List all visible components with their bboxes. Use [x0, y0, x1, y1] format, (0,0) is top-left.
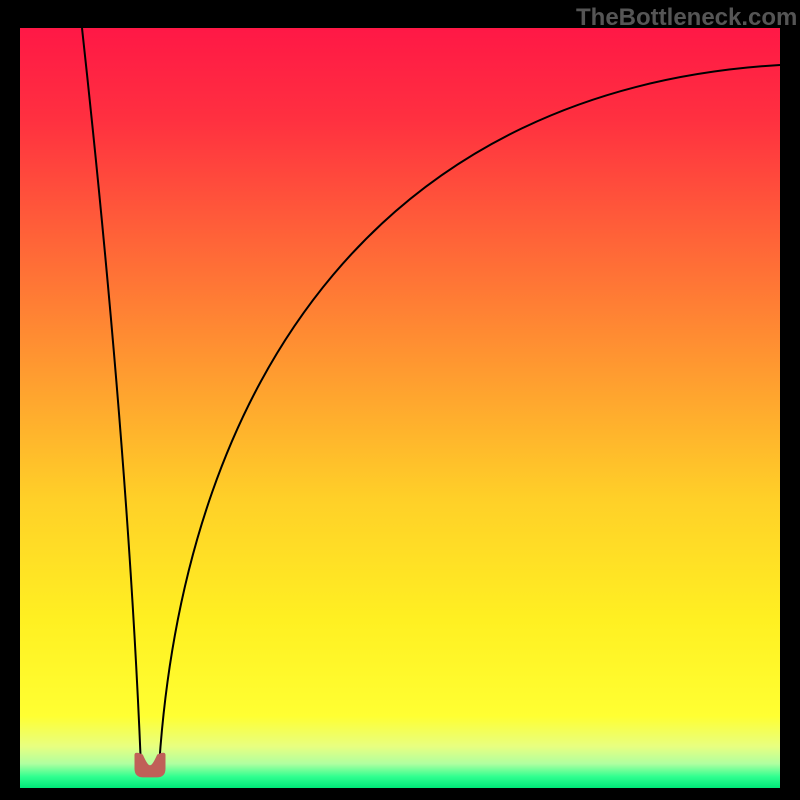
- plot-area: [20, 28, 780, 788]
- bottleneck-chart: [0, 0, 800, 800]
- gradient-background: [20, 28, 780, 788]
- watermark-text: TheBottleneck.com: [576, 4, 797, 32]
